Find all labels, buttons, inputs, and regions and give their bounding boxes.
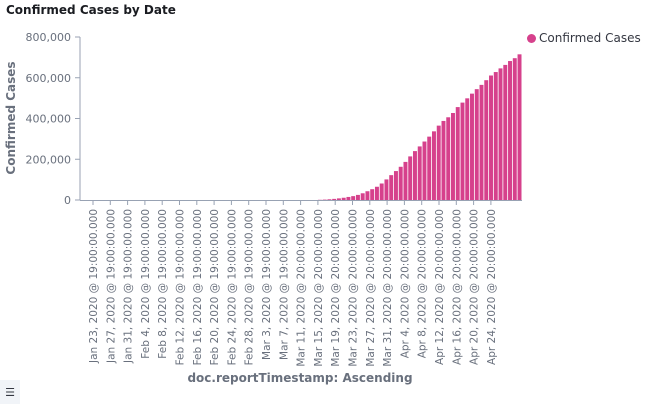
- bar[interactable]: [441, 120, 446, 200]
- x-tick-label: Apr 4, 2020 @ 20:00:00.000: [399, 209, 411, 358]
- bar[interactable]: [341, 197, 346, 200]
- bar[interactable]: [512, 58, 517, 200]
- bar[interactable]: [379, 183, 384, 200]
- bar[interactable]: [384, 179, 389, 200]
- bar[interactable]: [498, 68, 503, 200]
- x-tick-label: Feb 8, 2020 @ 19:00:00.000: [157, 209, 169, 359]
- legend-label[interactable]: Confirmed Cases: [539, 31, 641, 45]
- bar[interactable]: [398, 166, 403, 200]
- bar[interactable]: [393, 171, 398, 200]
- y-tick-label: 600,000: [26, 72, 72, 85]
- bar[interactable]: [332, 198, 337, 200]
- bar[interactable]: [389, 175, 394, 200]
- legend-toggle-button[interactable]: ☰: [0, 380, 20, 404]
- bar-series-confirmed-cases: [317, 54, 522, 201]
- bar[interactable]: [517, 54, 522, 200]
- x-tick-label: Apr 20, 2020 @ 20:00:00.000: [469, 209, 481, 365]
- y-tick-label: 400,000: [26, 113, 72, 126]
- x-tick-label: Feb 16, 2020 @ 19:00:00.000: [192, 209, 204, 365]
- bar[interactable]: [470, 93, 474, 200]
- bar[interactable]: [360, 193, 365, 200]
- bar[interactable]: [417, 146, 422, 200]
- x-tick-label: Apr 8, 2020 @ 20:00:00.000: [417, 209, 429, 358]
- x-tick-label: Mar 15, 2020 @ 20:00:00.000: [313, 209, 325, 367]
- x-axis: Jan 23, 2020 @ 19:00:00.000 Jan 27, 2020 …: [80, 200, 522, 367]
- x-tick-label: Apr 16, 2020 @ 20:00:00.000: [451, 209, 463, 365]
- x-tick-label: Mar 27, 2020 @ 20:00:00.000: [365, 209, 377, 367]
- bar[interactable]: [374, 186, 379, 200]
- y-axis: 0 200,000 400,000 600,000 800,000: [26, 31, 81, 207]
- x-tick-label: Feb 28, 2020 @ 19:00:00.000: [244, 209, 256, 365]
- bar[interactable]: [451, 112, 455, 200]
- bar[interactable]: [436, 125, 441, 200]
- bar[interactable]: [431, 131, 436, 200]
- bar[interactable]: [484, 80, 489, 200]
- y-tick-label: 800,000: [26, 31, 72, 44]
- x-tick-label: Apr 12, 2020 @ 20:00:00.000: [434, 209, 446, 365]
- legend[interactable]: Confirmed Cases: [527, 31, 641, 45]
- bar[interactable]: [412, 151, 417, 200]
- bar[interactable]: [465, 98, 470, 200]
- bar[interactable]: [489, 75, 493, 200]
- list-icon: ☰: [5, 385, 15, 399]
- bar[interactable]: [503, 64, 508, 200]
- bar[interactable]: [355, 194, 360, 200]
- bar[interactable]: [427, 136, 432, 200]
- x-tick-label: Mar 23, 2020 @ 20:00:00.000: [348, 209, 360, 367]
- y-tick-label: 0: [64, 194, 71, 207]
- x-tick-label: Feb 4, 2020 @ 19:00:00.000: [140, 209, 152, 359]
- bar[interactable]: [327, 199, 332, 200]
- bar[interactable]: [493, 72, 498, 200]
- bar[interactable]: [408, 156, 413, 200]
- y-tick-label: 200,000: [26, 153, 72, 166]
- x-tick-label: Mar 7, 2020 @ 19:00:00.000: [278, 209, 290, 360]
- bar[interactable]: [346, 196, 351, 200]
- bar[interactable]: [474, 89, 479, 200]
- bar[interactable]: [460, 102, 465, 200]
- bar[interactable]: [365, 191, 370, 200]
- x-tick-label: Jan 27, 2020 @ 19:00:00.000: [105, 209, 117, 364]
- x-tick-label: Mar 19, 2020 @ 20:00:00.000: [330, 209, 342, 367]
- bar[interactable]: [508, 61, 512, 201]
- x-tick-label: Apr 24, 2020 @ 20:00:00.000: [486, 209, 498, 365]
- bar[interactable]: [370, 189, 375, 200]
- x-tick-label: Feb 20, 2020 @ 19:00:00.000: [209, 209, 221, 365]
- bar[interactable]: [336, 198, 341, 200]
- x-tick-label: Jan 31, 2020 @ 19:00:00.000: [123, 209, 135, 364]
- bar[interactable]: [422, 141, 427, 200]
- bar[interactable]: [403, 161, 408, 200]
- chart-title: Confirmed Cases by Date: [6, 3, 176, 17]
- bar[interactable]: [446, 117, 451, 200]
- x-tick-label: Mar 31, 2020 @ 20:00:00.000: [382, 209, 394, 367]
- bar[interactable]: [455, 107, 460, 200]
- x-tick-label: Feb 12, 2020 @ 19:00:00.000: [175, 209, 187, 365]
- x-tick-label: Mar 3, 2020 @ 19:00:00.000: [261, 209, 273, 360]
- x-tick-label: Mar 11, 2020 @ 20:00:00.000: [296, 209, 308, 367]
- bar[interactable]: [479, 84, 484, 200]
- bar[interactable]: [351, 196, 356, 200]
- x-tick-label: Jan 23, 2020 @ 19:00:00.000: [88, 209, 100, 364]
- legend-swatch: [527, 33, 536, 43]
- y-axis-title: Confirmed Cases: [4, 61, 18, 174]
- x-tick-label: Feb 24, 2020 @ 19:00:00.000: [226, 209, 238, 365]
- x-axis-title: doc.reportTimestamp: Ascending: [187, 371, 412, 385]
